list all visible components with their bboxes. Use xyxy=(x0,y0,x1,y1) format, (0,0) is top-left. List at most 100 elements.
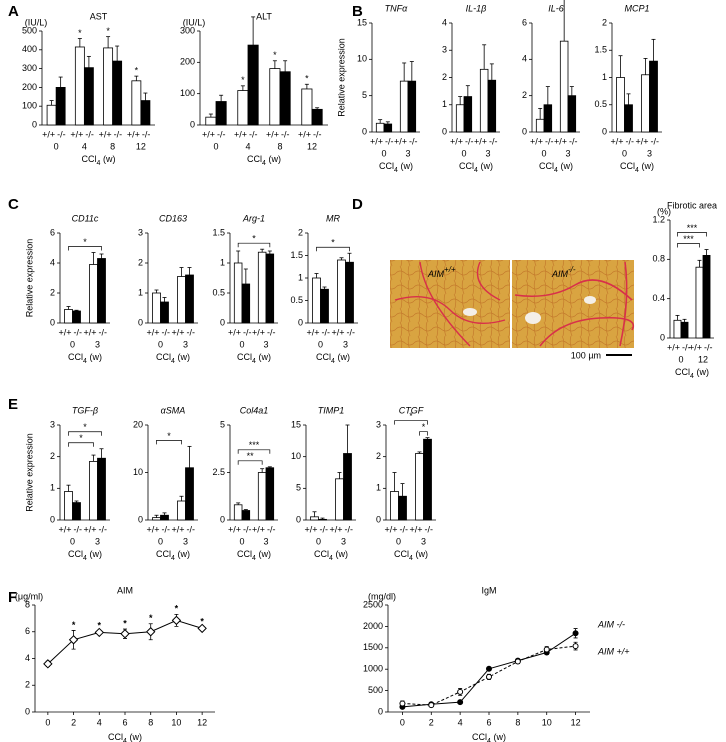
chart-title: AIM xyxy=(117,585,133,595)
micrograph-image xyxy=(512,260,634,348)
y-tick-label: 0 xyxy=(378,706,383,716)
error-bar xyxy=(563,0,565,42)
x-axis-label: CCl4 (w) xyxy=(316,352,350,364)
series-label: -/- xyxy=(569,136,578,146)
y-axis-unit: (%) xyxy=(657,206,671,216)
series-label: +/+ xyxy=(474,136,487,146)
x-axis-label-part: (w) xyxy=(333,549,348,559)
y-tick-label: 8 xyxy=(25,599,30,609)
significance-mark: * xyxy=(273,50,277,60)
x-axis-label-part: 4 xyxy=(123,738,127,742)
series-label: +/+ xyxy=(266,129,279,139)
x-axis-label: CCl4 (w) xyxy=(539,161,573,173)
scale-bar-label: 100 µm xyxy=(571,350,601,360)
error-bar xyxy=(538,107,543,120)
error-bar xyxy=(569,86,574,96)
x-axis-label-part: 4 xyxy=(171,555,175,562)
chart-title: IL-6 xyxy=(548,3,564,13)
x-tick-label: 12 xyxy=(307,141,317,151)
bar xyxy=(318,518,327,521)
error-bar xyxy=(545,86,550,105)
significance-mark: * xyxy=(83,237,87,247)
y-tick-label: 3 xyxy=(376,419,381,429)
y-tick-label: 2 xyxy=(522,90,527,100)
y-tick-label: 0 xyxy=(296,514,301,524)
y-tick-label: 1.2 xyxy=(652,214,665,224)
bar xyxy=(641,74,650,133)
series-label: -/- xyxy=(187,327,196,337)
significance-mark: *** xyxy=(683,234,694,244)
x-axis-label: CCl4 (w) xyxy=(237,352,271,364)
error-bar xyxy=(143,92,148,101)
error-bar xyxy=(134,75,139,81)
chart-title: Arg-1 xyxy=(242,213,265,223)
y-tick-label: 0 xyxy=(220,317,225,327)
panel-letter: D xyxy=(352,196,363,213)
x-tick-label: 0 xyxy=(318,339,323,349)
series-label: +/+ xyxy=(58,524,71,534)
x-axis-label: CCl4 (w) xyxy=(156,549,190,561)
series-label: -/- xyxy=(57,129,66,139)
micrograph xyxy=(512,260,635,348)
bar xyxy=(310,516,319,521)
series-label: -/- xyxy=(162,524,171,534)
series-label: -/- xyxy=(682,342,691,352)
error-bar xyxy=(58,76,63,88)
x-axis-label: CCl4 (w) xyxy=(108,732,142,742)
error-bar xyxy=(154,289,159,293)
series-label: +/+ xyxy=(171,524,184,534)
bar xyxy=(83,67,94,126)
x-axis-label-part: CCl xyxy=(620,161,635,171)
panel-letter: A xyxy=(8,3,19,20)
series-label: +/+ xyxy=(99,129,112,139)
series-label: -/- xyxy=(114,129,123,139)
data-point xyxy=(146,627,156,637)
x-axis-label-part: (w) xyxy=(413,549,428,559)
data-point xyxy=(399,700,406,707)
series-label: -/- xyxy=(243,327,252,337)
error-bar xyxy=(236,250,241,263)
x-axis-label-part: (w) xyxy=(639,161,654,171)
series-label: -/- xyxy=(651,136,660,146)
series-label: -/- xyxy=(385,136,394,146)
chart-title: ALT xyxy=(256,11,272,21)
y-tick-label: 2 xyxy=(50,451,55,461)
series-label: +/+ xyxy=(530,136,543,146)
label-text: AIM xyxy=(551,269,569,279)
x-tick-label: 0 xyxy=(678,354,683,364)
y-tick-label: 4 xyxy=(25,653,30,663)
bar xyxy=(185,274,194,324)
error-bar xyxy=(260,248,265,253)
error-bar xyxy=(458,96,463,105)
series-label: -/- xyxy=(74,524,83,534)
series-label: +/+ xyxy=(202,129,215,139)
y-tick-label: 0 xyxy=(298,317,303,327)
x-axis-label-part: CCl xyxy=(237,549,252,559)
y-tick-label: 200 xyxy=(22,82,37,92)
x-axis-label-part: 4 xyxy=(252,358,256,365)
bar xyxy=(279,71,291,126)
error-bar xyxy=(392,472,397,492)
x-axis-label: CCl4 (w) xyxy=(394,549,428,561)
x-axis-label: CCl4 (w) xyxy=(156,352,190,364)
x-axis-label-part: 4 xyxy=(262,160,266,167)
x-axis-label-part: CCl xyxy=(459,161,474,171)
bar xyxy=(257,251,267,324)
significance-mark: * xyxy=(241,75,245,85)
significance-bracket xyxy=(237,449,271,454)
error-bar xyxy=(99,253,104,259)
y-tick-label: 20 xyxy=(133,419,143,429)
bar xyxy=(616,77,625,133)
x-axis-label-part: (w) xyxy=(175,352,190,362)
error-bar xyxy=(219,94,224,102)
x-tick-label: 12 xyxy=(571,717,581,727)
x-tick-label: 12 xyxy=(698,354,708,364)
significance-mark: * xyxy=(175,604,179,614)
x-axis-label-part: 4 xyxy=(83,555,87,562)
error-bar xyxy=(243,268,248,284)
significance-mark: * xyxy=(123,618,127,628)
y-tick-label: 2 xyxy=(442,72,447,82)
x-tick-label: 0 xyxy=(316,536,321,546)
error-bar xyxy=(400,483,405,497)
bar xyxy=(237,90,249,126)
